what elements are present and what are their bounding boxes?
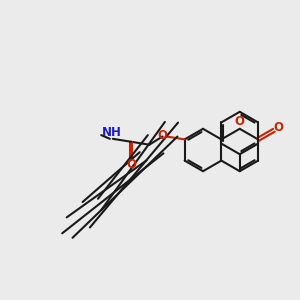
- Text: O: O: [273, 121, 283, 134]
- Text: O: O: [126, 158, 136, 171]
- Text: O: O: [158, 129, 168, 142]
- Text: NH: NH: [101, 126, 121, 139]
- Text: O: O: [235, 115, 245, 128]
